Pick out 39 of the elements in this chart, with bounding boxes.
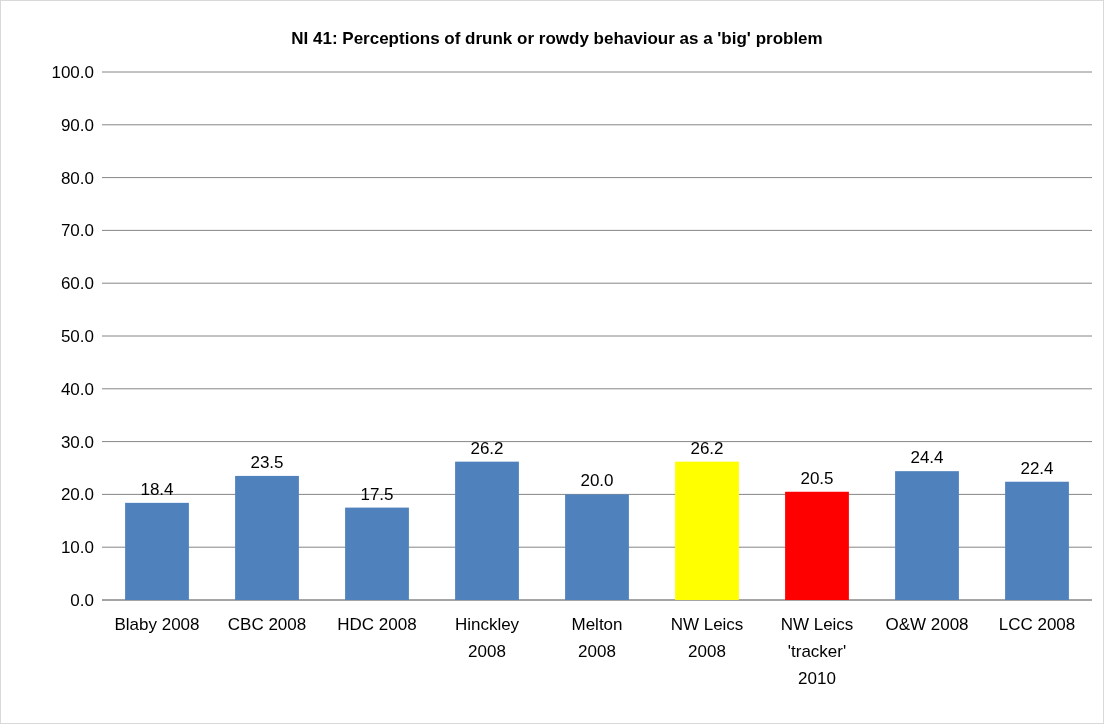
y-tick-label: 60.0 bbox=[60, 274, 94, 294]
y-tick-label: 80.0 bbox=[60, 168, 94, 188]
y-tick-label: 30.0 bbox=[60, 432, 94, 452]
bar bbox=[785, 491, 849, 600]
y-tick-label: 40.0 bbox=[60, 379, 94, 399]
data-label: 23.5 bbox=[250, 452, 284, 472]
data-label: 20.5 bbox=[800, 468, 834, 488]
x-tick-label: CBC 2008 bbox=[227, 615, 307, 634]
x-tick-label: Hinckley 2008 bbox=[454, 615, 520, 661]
bar bbox=[895, 471, 959, 600]
data-label: 20.0 bbox=[580, 471, 614, 491]
bar bbox=[675, 461, 739, 600]
x-tick-label: NW Leics 2008 bbox=[670, 615, 744, 661]
x-tick-label: LCC 2008 bbox=[998, 615, 1076, 634]
bar bbox=[235, 475, 299, 600]
bar bbox=[1005, 481, 1069, 600]
bar bbox=[565, 494, 629, 600]
chart-title: NI 41: Perceptions of drunk or rowdy behaviour as a 'big' problem bbox=[291, 29, 823, 48]
y-tick-label: 100.0 bbox=[51, 62, 94, 82]
x-tick-label: NW Leics 'tracker' 2010 bbox=[780, 615, 854, 688]
data-label: 18.4 bbox=[140, 479, 174, 499]
y-tick-label: 20.0 bbox=[60, 485, 94, 505]
x-tick-label: Melton 2008 bbox=[571, 615, 623, 661]
y-tick-label: 10.0 bbox=[60, 538, 94, 558]
x-tick-label: HDC 2008 bbox=[337, 615, 417, 634]
data-label: 26.2 bbox=[690, 438, 724, 458]
data-label: 22.4 bbox=[1020, 458, 1054, 478]
data-label: 24.4 bbox=[910, 448, 944, 468]
y-tick-label: 0.0 bbox=[70, 590, 94, 610]
bar bbox=[345, 507, 409, 600]
bar bbox=[125, 502, 189, 600]
bar bbox=[455, 461, 519, 600]
data-label: 17.5 bbox=[360, 484, 394, 504]
y-tick-label: 90.0 bbox=[60, 115, 94, 135]
data-label: 26.2 bbox=[470, 438, 504, 458]
y-tick-label: 50.0 bbox=[60, 326, 94, 346]
x-tick-label: O&W 2008 bbox=[885, 615, 969, 634]
x-tick-label: Blaby 2008 bbox=[114, 615, 200, 634]
y-tick-label: 70.0 bbox=[60, 221, 94, 241]
